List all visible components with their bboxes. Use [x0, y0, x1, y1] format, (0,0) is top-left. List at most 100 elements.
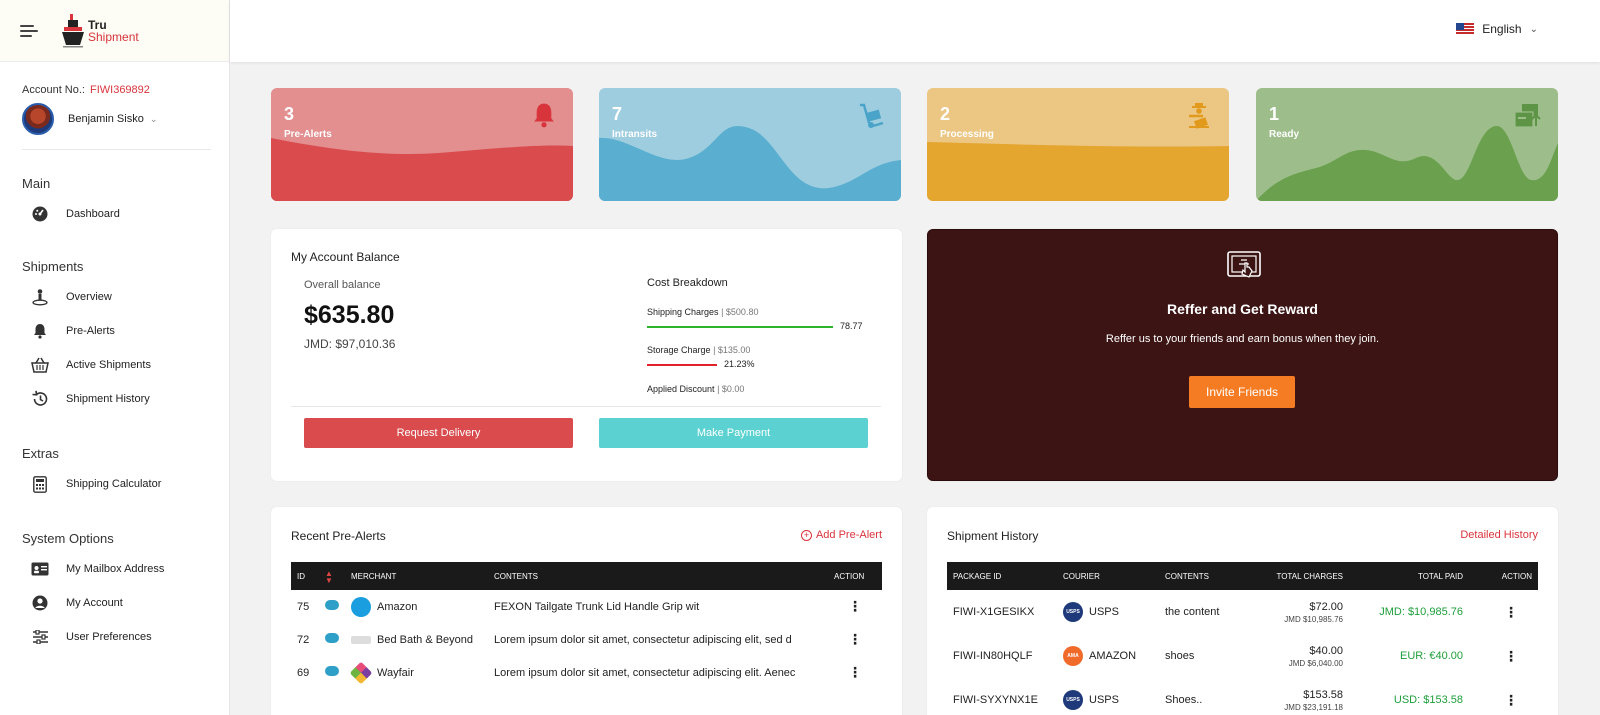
referral-subtitle: Reffer us to your friends and earn bonus…	[1105, 333, 1380, 345]
sidebar-item-label: Dashboard	[66, 208, 120, 220]
detailed-history-link[interactable]: Detailed History	[1460, 529, 1538, 541]
table-row[interactable]: FIWI-IN80HQLF AMA AMAZON shoes $40.00 JMD …	[947, 634, 1538, 678]
row-actions-menu[interactable]: ⋮	[848, 631, 862, 647]
hand-truck-icon	[860, 103, 884, 128]
logo[interactable]: Tru Shipment	[60, 12, 139, 50]
col-total-paid[interactable]: TOTAL PAID	[1417, 571, 1463, 581]
col-contents[interactable]: CONTENTS	[494, 571, 538, 581]
sidebar-item-mailbox[interactable]: My Mailbox Address	[0, 552, 229, 586]
cloud-upload-icon[interactable]	[319, 623, 345, 656]
sidebar-item-label: Shipment History	[66, 393, 150, 405]
table-row[interactable]: 75 Amazon FEXON Tailgate Trunk Lid Handl…	[291, 590, 882, 623]
make-payment-button[interactable]: Make Payment	[599, 418, 868, 448]
applied-discount-value: | $0.00	[717, 384, 745, 394]
avatar[interactable]	[22, 103, 54, 135]
shipping-charges-percent: 78.77	[840, 321, 863, 331]
recent-pre-alerts-panel: Recent Pre-Alerts + Add Pre-Alert ID ▲ ▼ M…	[271, 507, 902, 715]
row-package-id: FIWI-IN80HQLF	[953, 650, 1033, 662]
row-contents: Lorem ipsum dolor sit amet, consectetur …	[494, 633, 792, 646]
panel-title: Shipment History	[947, 529, 1039, 543]
storage-charge-percent: 21.23%	[724, 359, 755, 369]
sort-icon[interactable]: ▲ ▼	[325, 568, 333, 585]
cloud-upload-icon[interactable]	[319, 656, 345, 689]
table-header-row: ID ▲ ▼ MERCHANT CONTENTS ACTION	[291, 562, 882, 590]
sidebar-item-shipment-history[interactable]: Shipment History	[0, 382, 229, 416]
nav-section-main: Main	[22, 176, 51, 191]
add-pre-alert-link[interactable]: + Add Pre-Alert	[800, 529, 882, 541]
user-menu[interactable]: Benjamin Sisko ⌄	[22, 103, 211, 150]
amazon-courier-logo-icon: AMA	[1063, 646, 1083, 666]
sidebar-item-preferences[interactable]: User Preferences	[0, 620, 229, 654]
table-row[interactable]: FIWI-SYXYNX1E USPS USPS Shoes.. $153.58 JM…	[947, 678, 1538, 715]
stat-card-processing[interactable]: 2 Processing	[927, 88, 1229, 201]
col-courier[interactable]: COURIER	[1063, 571, 1100, 581]
storage-charge-value: | $135.00	[713, 345, 751, 355]
charges-usd: $72.00	[1309, 600, 1343, 613]
sidebar-item-my-account[interactable]: My Account	[0, 586, 229, 620]
sidebar-item-pre-alerts[interactable]: Pre-Alerts	[0, 314, 229, 348]
sidebar-item-shipping-calculator[interactable]: Shipping Calculator	[0, 467, 229, 501]
sidebar-item-label: My Account	[66, 597, 123, 609]
referral-title: Reffer and Get Reward	[1167, 301, 1318, 317]
invite-friends-button[interactable]: Invite Friends	[1189, 376, 1295, 408]
col-id[interactable]: ID	[297, 571, 305, 581]
referral-panel: Reffer and Get Reward Reffer us to your …	[927, 229, 1558, 481]
col-package-id[interactable]: PACKAGE ID	[953, 571, 1002, 581]
cloud-upload-icon[interactable]	[319, 590, 345, 623]
table-row[interactable]: FIWI-X1GESIKX USPS USPS the content $72.0…	[947, 590, 1538, 634]
user-name[interactable]: Benjamin Sisko	[68, 113, 144, 125]
charges-usd: $40.00	[1309, 644, 1343, 657]
stat-label: Ready	[1269, 129, 1300, 140]
worker-box-icon	[1189, 103, 1209, 129]
stat-count: 1	[1269, 104, 1280, 124]
ship-logo-icon	[62, 13, 84, 47]
stat-wave	[599, 125, 901, 201]
sidebar-item-label: User Preferences	[66, 631, 152, 643]
bed-bath-logo-icon	[351, 635, 371, 644]
row-id: 69	[297, 666, 310, 679]
storage-charge-bar	[647, 364, 717, 366]
sidebar-item-label: My Mailbox Address	[66, 563, 165, 575]
merchant-name: Amazon	[377, 600, 418, 613]
row-actions-menu[interactable]: ⋮	[1504, 691, 1518, 708]
stat-card-intransits[interactable]: 7 Intransits	[599, 88, 901, 201]
pre-alerts-table: ID ▲ ▼ MERCHANT CONTENTS ACTION 75 Amazon…	[291, 562, 882, 689]
row-total-charges: $40.00 JMD $6,040.00	[1249, 634, 1349, 678]
stat-count: 7	[612, 104, 623, 124]
sidebar-item-overview[interactable]: Overview	[0, 280, 229, 314]
account-number-label: Account No.:	[22, 84, 85, 96]
chevron-down-icon[interactable]: ⌄	[149, 113, 158, 124]
divider	[291, 406, 881, 407]
plus-circle-icon: +	[800, 530, 812, 541]
sidebar-item-active-shipments[interactable]: Active Shipments	[0, 348, 229, 382]
menu-toggle-icon[interactable]	[20, 24, 38, 38]
col-action: ACTION	[1501, 571, 1532, 581]
col-action: ACTION	[834, 571, 865, 581]
language-selector[interactable]: English ⌄	[1456, 22, 1538, 36]
basket-icon	[30, 355, 50, 375]
shipping-charges-label: Shipping Charges	[647, 307, 719, 317]
row-actions-menu[interactable]: ⋮	[1504, 647, 1518, 664]
merchant-name: Wayfair	[377, 666, 414, 679]
request-delivery-button[interactable]: Request Delivery	[304, 418, 573, 448]
brand-line2: Shipment	[88, 29, 139, 44]
table-row[interactable]: 72 Bed Bath & Beyond Lorem ipsum dolor s…	[291, 623, 882, 656]
charges-jmd: JMD $6,040.00	[1288, 658, 1343, 668]
row-actions-menu[interactable]: ⋮	[848, 598, 862, 614]
sidebar-item-dashboard[interactable]: Dashboard	[0, 197, 229, 231]
col-total-charges[interactable]: TOTAL CHARGES	[1276, 571, 1343, 581]
col-contents[interactable]: CONTENTS	[1165, 571, 1209, 581]
account-number: FIWI369892	[89, 84, 150, 96]
col-merchant[interactable]: MERCHANT	[351, 571, 397, 581]
shipment-history-table: PACKAGE ID COURIER CONTENTS TOTAL CHARGE…	[947, 562, 1538, 715]
stat-card-ready[interactable]: 1 Ready	[1256, 88, 1558, 201]
brand-line1: Tru	[88, 17, 107, 32]
row-actions-menu[interactable]: ⋮	[1504, 603, 1518, 620]
stat-card-pre-alerts[interactable]: 3 Pre-Alerts	[271, 88, 573, 201]
merchant-name: Bed Bath & Beyond	[377, 633, 474, 646]
usps-logo-icon: USPS	[1063, 690, 1083, 710]
topbar: English ⌄	[230, 0, 1600, 62]
row-actions-menu[interactable]: ⋮	[848, 664, 862, 680]
table-row[interactable]: 69 Wayfair Lorem ipsum dolor sit amet, c…	[291, 656, 882, 689]
bell-icon	[534, 103, 554, 128]
